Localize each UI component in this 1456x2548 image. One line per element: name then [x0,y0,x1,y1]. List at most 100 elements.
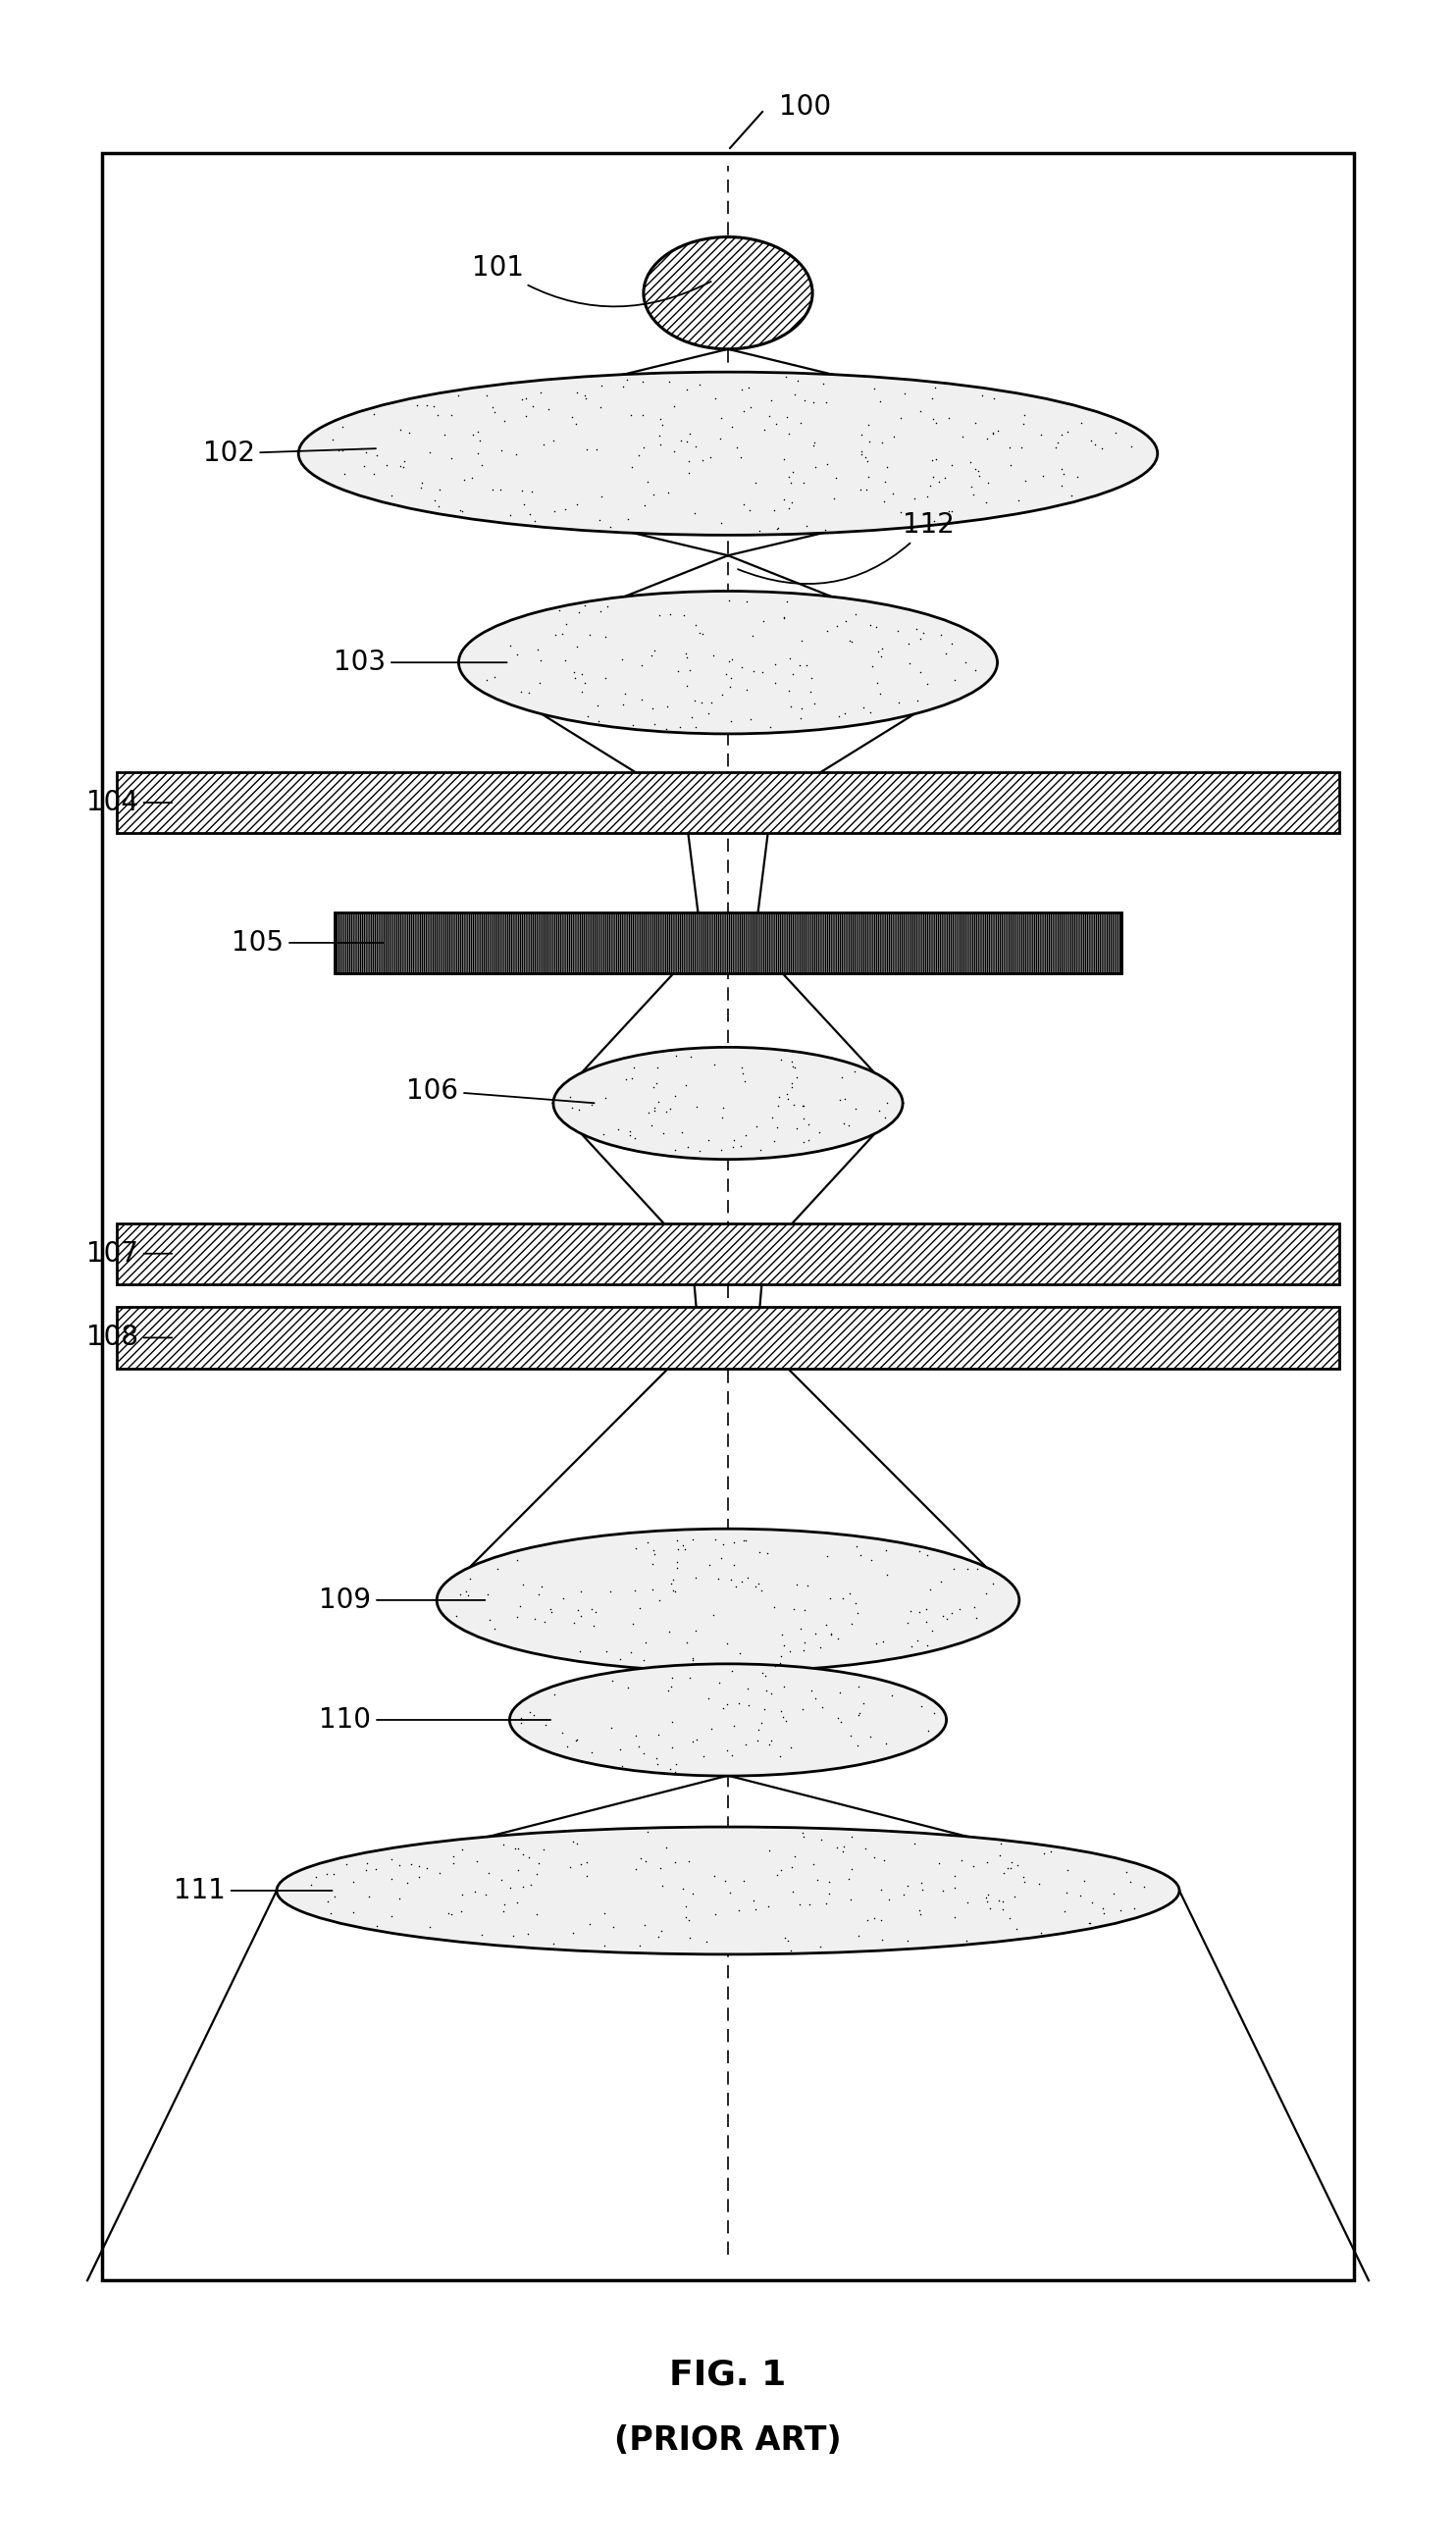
Point [1115,1852,1139,1893]
Point [964,403,987,443]
Point [811,364,834,405]
Point [542,1924,565,1965]
Point [648,415,671,456]
Point [518,1692,542,1733]
Text: FIG. 1: FIG. 1 [670,2357,786,2393]
Point [748,1531,772,1572]
Point [568,591,591,632]
Point [977,464,1000,505]
Point [906,1621,929,1661]
Point [677,1842,700,1883]
Point [719,657,743,698]
Point [579,1083,603,1124]
Point [769,1850,792,1891]
Point [839,1878,862,1919]
Point [440,1893,463,1934]
Point [681,1641,705,1682]
Point [987,1880,1010,1921]
Point [642,1531,665,1572]
Point [933,459,957,499]
Point [792,1085,815,1126]
Point [626,436,649,476]
Point [703,377,727,418]
Point [871,629,894,670]
Point [1109,1891,1133,1931]
Point [715,655,738,696]
Point [862,369,885,410]
Point [759,395,782,436]
Point [676,420,699,461]
Point [498,1868,521,1908]
Point [1006,1845,1029,1886]
Point [524,1893,547,1934]
Text: 105: 105 [232,930,383,956]
Point [856,456,879,497]
Point [791,1812,814,1852]
Point [674,1896,697,1936]
Point [734,1060,757,1101]
Point [804,446,827,487]
Point [719,1559,743,1600]
Point [437,1893,460,1934]
Point [728,1633,751,1674]
Point [954,642,977,683]
Point [687,364,711,405]
Point [775,357,798,397]
Point [620,703,644,744]
Point [833,693,856,734]
Point [936,489,960,530]
Point [846,1916,869,1957]
Point [1069,403,1092,443]
Point [578,1903,601,1944]
Point [511,1835,534,1875]
Point [415,1847,438,1888]
Point [879,1674,903,1715]
Point [684,604,708,645]
Point [769,1735,792,1776]
Point [625,1526,648,1567]
Point [721,1651,744,1692]
Point [526,629,549,670]
Point [960,466,983,507]
Point [1079,420,1102,461]
Point [588,387,612,428]
Point [418,433,441,474]
Point [855,436,878,476]
Point [441,1842,464,1883]
Point [448,489,472,530]
Point [630,362,654,403]
Point [610,640,633,680]
Point [355,431,379,471]
Point [780,655,804,696]
Point [914,1603,938,1643]
Point [616,359,639,400]
Point [986,410,1009,451]
Point [820,1613,843,1654]
Point [644,1091,667,1131]
Point [766,1106,789,1147]
Point [1060,476,1083,517]
Point [812,510,836,550]
Point [505,1883,529,1924]
Point [349,428,373,469]
Point [795,645,818,685]
Point [408,1857,431,1898]
Point [775,1073,798,1113]
Point [780,1063,804,1103]
Point [831,1832,855,1873]
Point [523,499,546,540]
Point [558,1078,581,1119]
Point [514,395,537,436]
Point [818,1860,842,1901]
Point [729,1126,753,1167]
Point [955,1883,978,1924]
Point [517,673,540,713]
Point [539,1587,562,1628]
Point [674,1529,697,1570]
Ellipse shape [277,1827,1179,1954]
Point [763,1587,786,1628]
Point [531,1829,555,1870]
Point [641,634,664,675]
Point [847,1692,871,1733]
Text: 101: 101 [472,255,711,306]
